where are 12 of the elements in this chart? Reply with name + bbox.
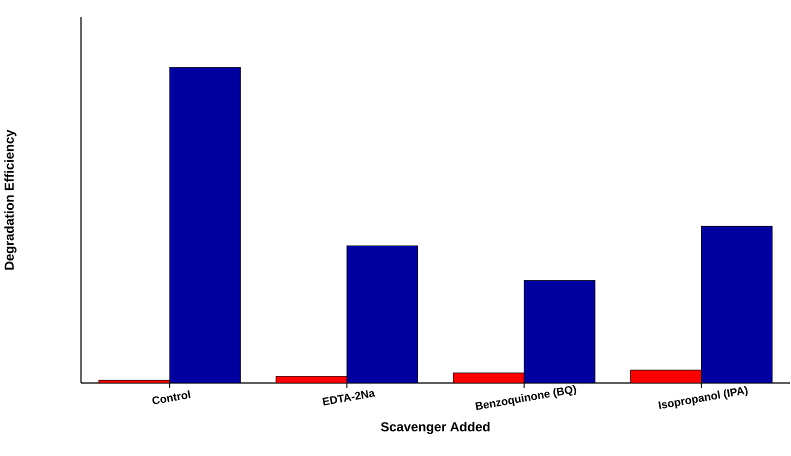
x-tick-label: EDTA-2Na bbox=[322, 390, 376, 406]
x-axis-title: Scavenger Added bbox=[380, 422, 490, 434]
bar bbox=[453, 372, 524, 383]
y-axis-title: Degradation Efficiency bbox=[4, 130, 16, 270]
x-tick-label: Isopropanol (IPA) bbox=[658, 386, 748, 410]
bar bbox=[524, 280, 596, 383]
bar bbox=[630, 370, 702, 383]
bar bbox=[701, 226, 773, 383]
x-tick-label: Benzoquinone (BQ) bbox=[475, 384, 576, 410]
x-tick-label: Control bbox=[152, 390, 190, 404]
bar bbox=[346, 245, 418, 383]
bar bbox=[169, 67, 241, 383]
